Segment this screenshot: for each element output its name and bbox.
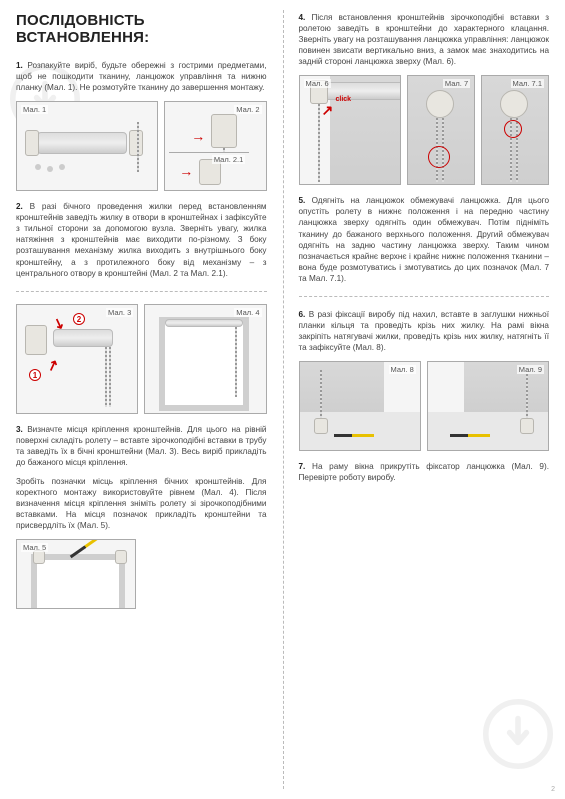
figure-9: Мал. 9	[427, 361, 549, 451]
figure-2-1-label: Мал. 2.1	[212, 155, 245, 164]
figure-5-label: Мал. 5	[21, 543, 48, 552]
figure-7-1-label: Мал. 7.1	[511, 79, 544, 88]
figure-2-label: Мал. 2	[234, 105, 261, 114]
figure-9-label: Мал. 9	[517, 365, 544, 374]
step-4-text: 4. Після встановлення кронштейнів зірочк…	[299, 12, 550, 67]
step-1-text: 1. Розпакуйте виріб, будьте обережні з г…	[16, 60, 267, 93]
step-7-text: 7. На раму вікна прикрутіть фіксатор лан…	[299, 461, 550, 483]
figure-6-label: Мал. 6	[304, 79, 331, 88]
right-column: 4. Після встановлення кронштейнів зірочк…	[283, 0, 565, 799]
step-5-text: 5. Одягніть на ланцюжок обмежувачі ланцю…	[299, 195, 550, 284]
figure-7-1: Мал. 7.1	[481, 75, 549, 185]
step-3-text-a: 3. Визначте місця кріплення кронштейнів.…	[16, 424, 267, 468]
figure-3-label: Мал. 3	[106, 308, 133, 317]
figure-row-4: Мал. 6 ↗ click Мал. 7 Мал. 7.1	[299, 75, 550, 185]
figure-6: Мал. 6 ↗ click	[299, 75, 402, 185]
figure-8: Мал. 8	[299, 361, 421, 451]
page-title: ПОСЛІДОВНІСТЬ ВСТАНОВЛЕННЯ:	[16, 12, 267, 46]
figure-7: Мал. 7	[407, 75, 475, 185]
figure-3: Мал. 3 ↘ 2 ↗ 1	[16, 304, 138, 414]
left-column: ПОСЛІДОВНІСТЬ ВСТАНОВЛЕННЯ: 1. Розпакуйт…	[0, 0, 283, 799]
page-number: 2	[551, 786, 555, 793]
figure-row-1: Мал. 1 Мал. 2 → Мал. 2.1 →	[16, 101, 267, 191]
step-3-text-b: Зробіть позначки місць кріплення бічних …	[16, 476, 267, 531]
figure-7-label: Мал. 7	[443, 79, 470, 88]
click-label: click	[336, 96, 352, 103]
step-number-2: 2	[73, 313, 85, 325]
figure-row-5: Мал. 8 Мал. 9	[299, 361, 550, 451]
step-2-text: 2. В разі бічного проведення жилки перед…	[16, 201, 267, 278]
figure-4: Мал. 4	[144, 304, 266, 414]
section-divider-left	[16, 291, 267, 292]
figure-row-2: Мал. 3 ↘ 2 ↗ 1 Мал. 4	[16, 304, 267, 414]
figure-row-3: Мал. 5	[16, 539, 267, 609]
step-6-text: 6. В разі фіксації виробу під нахил, вст…	[299, 309, 550, 353]
figure-1-label: Мал. 1	[21, 105, 48, 114]
figure-5: Мал. 5	[16, 539, 136, 609]
watermark-icon	[483, 699, 553, 769]
figure-4-label: Мал. 4	[234, 308, 261, 317]
figure-8-label: Мал. 8	[389, 365, 416, 374]
figure-2: Мал. 2 → Мал. 2.1 →	[164, 101, 266, 191]
figure-1: Мал. 1	[16, 101, 158, 191]
section-divider-right	[299, 296, 550, 297]
step-number-1: 1	[29, 369, 41, 381]
